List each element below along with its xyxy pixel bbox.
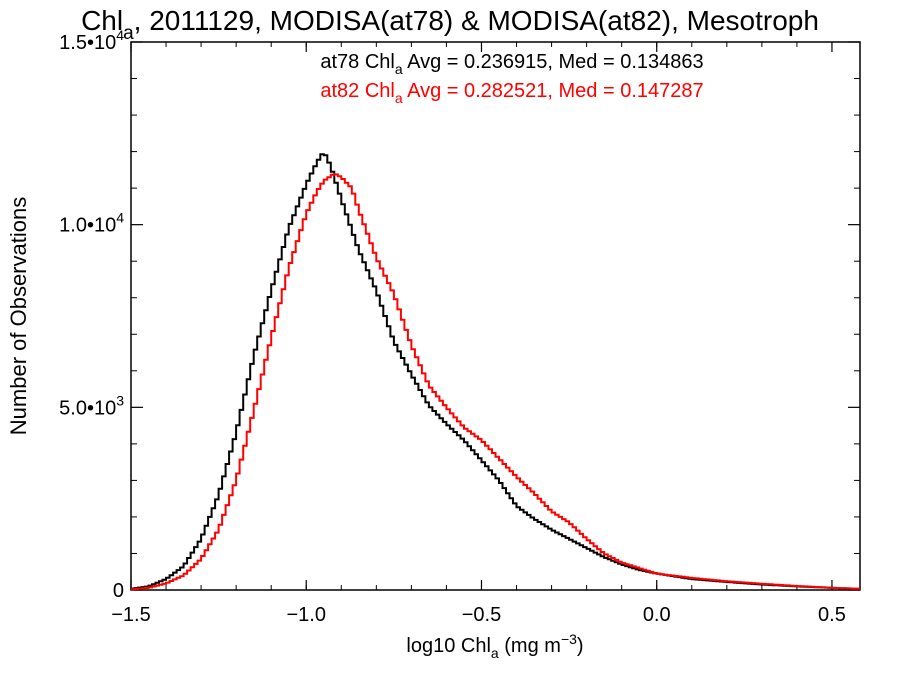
x-axis-label: log10 Chla (mg m−3) — [406, 631, 583, 661]
series-line-0 — [131, 153, 860, 590]
chart-title: Chla, 2011129, MODISA(at78) & MODISA(at8… — [81, 5, 819, 44]
y-tick-label: 1.5•104 — [59, 27, 124, 54]
y-axis: 0 5.0•103 1.0•104 1.5•104 — [59, 27, 860, 602]
annotation-at78: at78 Chla Avg = 0.236915, Med = 0.134863 — [320, 51, 703, 77]
annotation-at82: at82 Chla Avg = 0.282521, Med = 0.147287 — [320, 80, 703, 106]
x-tick-label: −1.5 — [111, 604, 150, 626]
plot-frame — [130, 41, 861, 591]
y-axis-label: Number of Observations — [6, 197, 31, 435]
series-layer — [131, 153, 860, 591]
x-tick-label: −1.0 — [286, 604, 325, 626]
x-axis: −1.5 −1.0 −0.5 0.0 0.5 — [111, 42, 846, 626]
x-tick-label: −0.5 — [462, 604, 501, 626]
plot-area: −1.5 −1.0 −0.5 0.0 0.5 0 5.0•103 1.0•104 1.5•10… — [59, 27, 861, 626]
y-tick-label: 5.0•103 — [59, 392, 124, 419]
x-tick-label: 0.5 — [818, 604, 846, 626]
y-tick-label: 1.0•104 — [59, 210, 124, 237]
annotations: at78 Chla Avg = 0.236915, Med = 0.134863… — [320, 51, 703, 106]
y-tick-label: 0 — [113, 580, 124, 602]
x-tick-label: 0.0 — [643, 604, 671, 626]
series-line-1 — [131, 173, 860, 591]
